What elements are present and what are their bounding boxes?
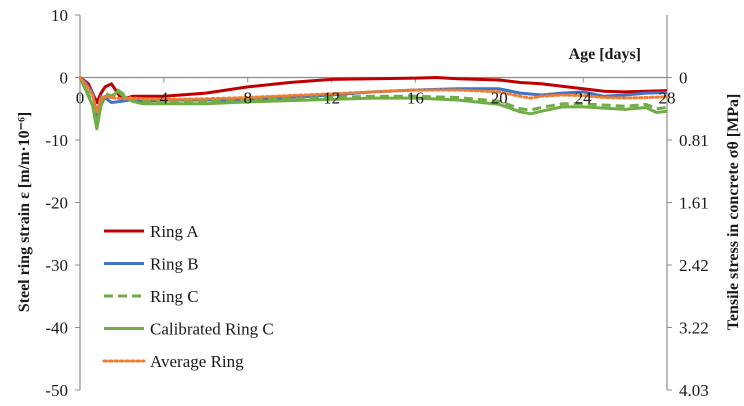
y2-tick-label: 3.22 [679,319,709,338]
x-tick-label: 0 [76,89,85,108]
y-tick-label: -50 [45,381,68,400]
series-line-average-ring [78,76,669,114]
legend: Ring A Ring B Ring C Calibrated Ring C Avera… [102,222,274,371]
axis-titles: Age [days] Steel ring strain ε [m/m·10⁻⁶]… [16,46,742,330]
y-tick-label: -30 [45,256,68,275]
x-tick-label: 4 [160,89,169,108]
x-axis-title: Age [days] [569,46,641,63]
y2-tick-label: 2.42 [679,256,709,275]
y-axis-title: Steel ring strain ε [m/m·10⁻⁶] [16,112,33,313]
y2-tick-label: 0.81 [679,131,709,150]
y2-tick-label: 4.03 [679,381,709,400]
legend-label: Calibrated Ring C [150,320,274,339]
series-lines [78,76,669,131]
x-tick-label: 16 [407,89,424,108]
legend-label: Ring C [150,287,199,306]
x-tick-label: 12 [323,89,340,108]
y-tick-label: -20 [45,194,68,213]
x-tick-label: 24 [575,89,593,108]
y2-tick-label: 1.61 [679,194,709,213]
y-tick-label: -10 [45,131,68,150]
legend-label: Average Ring [150,352,244,371]
y-tick-label: -40 [45,319,68,338]
legend-label: Ring B [150,255,199,274]
tick-labels: 10 0 -10 -20 -30 -40 -50 0 0.81 1.61 2.42 3.22 4.03 0… [45,6,708,400]
x-tick-label: 28 [659,89,676,108]
x-tick-label: 20 [491,89,508,108]
y-tick-label: 0 [60,69,69,88]
y2-tick-label: 0 [679,69,688,88]
series-line-ring-c [78,76,668,126]
y2-axis-title: Tensile stress in concrete σθ [MPa] [725,94,742,331]
y-tick-label: 10 [51,6,68,25]
legend-label: Ring A [150,222,199,241]
x-tick-label: 8 [243,89,252,108]
